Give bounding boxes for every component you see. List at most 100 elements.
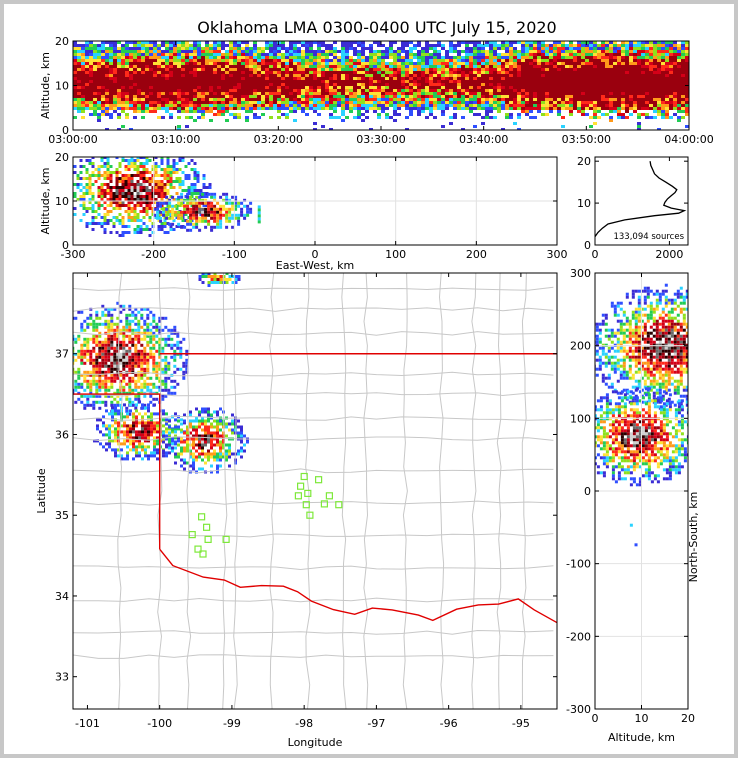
heat-cell <box>85 101 89 104</box>
heat-cell <box>381 44 385 47</box>
heat-cell <box>509 83 513 86</box>
heat-cell <box>481 59 485 62</box>
heat-cell <box>189 216 193 220</box>
heat-cell <box>127 216 131 219</box>
heat-cell <box>171 204 175 208</box>
heat-cell <box>533 74 537 77</box>
heat-cell <box>309 86 313 89</box>
heat-cell <box>201 65 205 68</box>
heat-cell <box>637 83 641 86</box>
heat-cell <box>131 153 134 156</box>
heat-cell <box>631 313 635 317</box>
heat-cell <box>198 207 202 211</box>
heat-cell <box>221 98 225 101</box>
heat-cell <box>112 192 116 195</box>
heat-cell <box>257 98 261 101</box>
heat-cell <box>172 228 176 231</box>
heat-cell <box>113 153 116 156</box>
heat-cell <box>234 204 238 208</box>
heat-cell <box>103 189 107 192</box>
heat-cell <box>381 107 385 110</box>
heat-cell <box>145 157 149 159</box>
heat-cell <box>381 77 385 80</box>
heat-cell <box>77 110 81 113</box>
heat-cell <box>673 86 677 89</box>
heat-cell <box>649 89 653 92</box>
heat-cell <box>305 80 309 83</box>
heat-cell <box>481 104 485 107</box>
heat-cell <box>81 65 85 68</box>
heat-cell <box>160 225 164 228</box>
heat-cell <box>160 198 164 201</box>
heat-cell <box>133 231 137 234</box>
heat-cell <box>509 62 513 65</box>
heat-cell <box>103 157 107 159</box>
heat-cell <box>82 207 86 210</box>
heat-cell <box>82 198 86 201</box>
heat-cell <box>421 71 425 74</box>
heat-cell <box>453 116 457 119</box>
heat-cell <box>661 41 665 44</box>
heat-cell <box>381 80 385 83</box>
heat-cell <box>121 222 125 225</box>
heat-cell <box>216 219 220 223</box>
heat-cell <box>593 74 597 77</box>
heat-cell <box>105 68 109 71</box>
heat-cell <box>713 338 716 341</box>
heat-cell <box>537 56 541 59</box>
heat-cell <box>293 80 297 83</box>
heat-cell <box>613 331 617 335</box>
heat-cell <box>175 225 179 228</box>
heat-cell <box>525 68 529 71</box>
heat-cell <box>337 104 341 107</box>
heat-cell <box>160 192 164 195</box>
heat-cell <box>177 47 181 50</box>
heat-cell <box>658 328 662 332</box>
heat-cell <box>237 204 241 208</box>
heat-cell <box>469 92 473 95</box>
heat-cell <box>113 89 117 92</box>
heat-cell <box>453 74 457 77</box>
heat-cell <box>253 68 257 71</box>
heat-cell <box>245 92 249 95</box>
heat-cell <box>124 204 128 207</box>
heat-cell <box>253 86 257 89</box>
heat-cell <box>609 119 613 122</box>
heat-cell <box>88 189 92 192</box>
heat-cell <box>665 41 669 44</box>
heat-cell <box>633 62 637 65</box>
heat-cell <box>100 186 104 189</box>
heat-cell <box>93 86 97 89</box>
heat-cell <box>661 80 665 83</box>
heat-cell <box>130 198 134 201</box>
heat-cell <box>257 59 261 62</box>
heat-cell <box>209 53 213 56</box>
heat-cell <box>186 210 190 214</box>
heat-cell <box>93 50 97 53</box>
heat-cell <box>325 50 329 53</box>
heat-cell <box>425 86 429 89</box>
heat-cell <box>94 210 98 213</box>
heat-cell <box>201 71 205 74</box>
heat-cell <box>305 92 309 95</box>
heat-cell <box>205 50 209 53</box>
heat-cell <box>505 56 509 59</box>
heat-cell <box>130 207 134 210</box>
heat-cell <box>249 53 253 56</box>
heat-cell <box>125 47 129 50</box>
heat-cell <box>233 113 237 116</box>
heat-cell <box>441 125 445 128</box>
heat-cell <box>139 204 143 207</box>
heat-cell <box>91 198 95 201</box>
heat-cell <box>277 53 281 56</box>
heat-cell <box>669 107 673 110</box>
heat-cell <box>573 101 577 104</box>
heat-cell <box>413 80 417 83</box>
heat-cell <box>145 101 149 104</box>
heat-cell <box>85 80 89 83</box>
heat-cell <box>77 92 81 95</box>
heat-cell <box>281 59 285 62</box>
heat-cell <box>553 65 557 68</box>
heat-cell <box>565 104 569 107</box>
heat-cell <box>409 110 413 113</box>
